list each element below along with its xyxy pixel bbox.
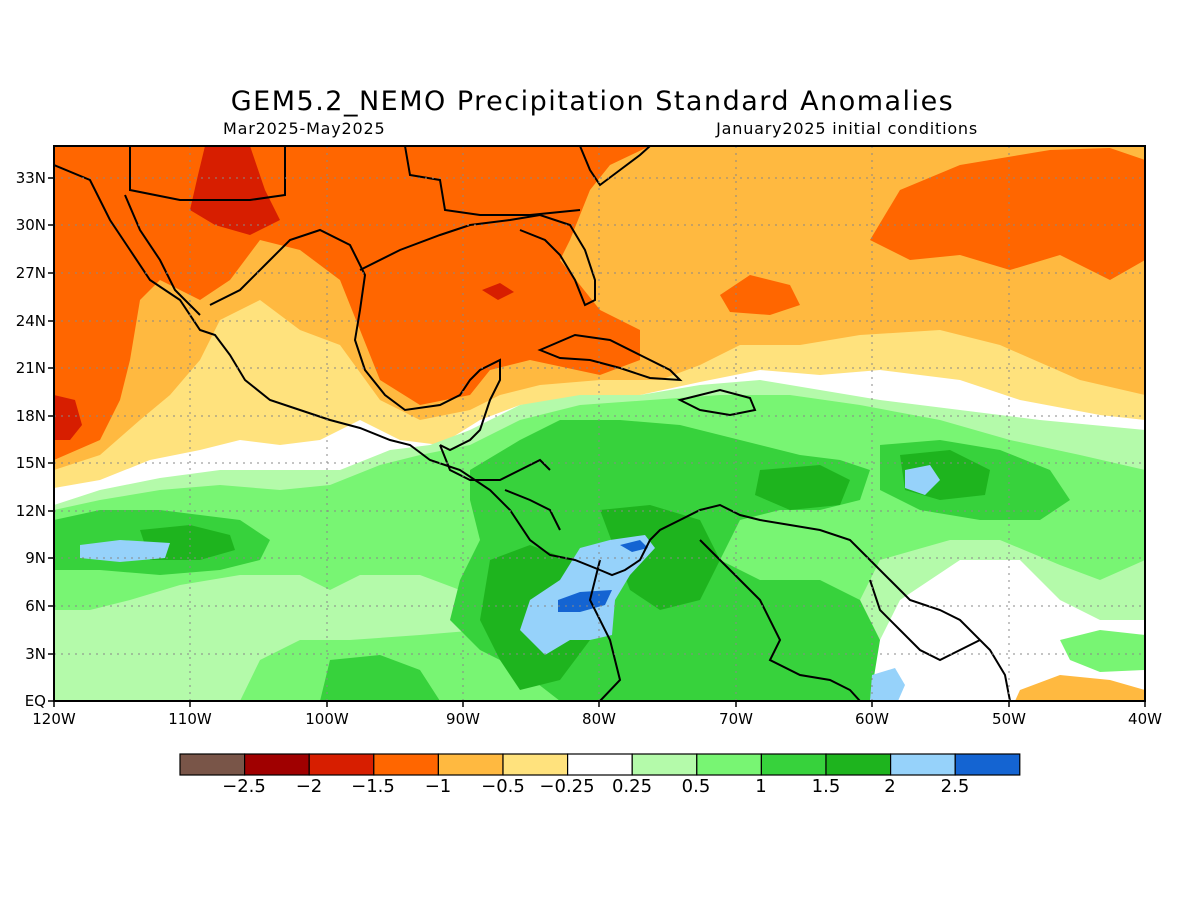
- lat-label: 15N: [15, 454, 46, 472]
- colorbar-swatch: [566, 753, 633, 776]
- lat-label: 30N: [15, 216, 46, 234]
- colorbar-label: −2.5: [222, 776, 266, 797]
- colorbar-swatch: [502, 753, 569, 776]
- lat-label: 18N: [15, 407, 46, 425]
- lon-label: 40W: [1128, 710, 1162, 728]
- colorbar-swatch: [437, 753, 504, 776]
- colorbar-label: 2: [884, 776, 896, 797]
- colorbar-label: −2: [295, 776, 323, 797]
- anomaly-blue-pacific: [80, 540, 170, 562]
- forecast-period: Mar2025-May2025: [223, 119, 386, 138]
- lat-label: 33N: [15, 169, 46, 187]
- grid-lines: [54, 146, 1145, 701]
- lon-label: 90W: [446, 710, 480, 728]
- lon-label: 110W: [168, 710, 212, 728]
- colorbar-label: 1.5: [811, 776, 841, 797]
- anomaly-south-verystrong2: [755, 465, 850, 510]
- anomaly-darkblue2: [620, 540, 648, 552]
- colorbar: [179, 753, 1021, 776]
- anomaly-north-verystrong2: [54, 395, 82, 440]
- colorbar-swatch: [631, 753, 698, 776]
- colorbar-label: 0.25: [611, 776, 653, 797]
- anomaly-north-verystrong: [190, 146, 280, 235]
- colorbar-swatch: [308, 753, 375, 776]
- colorbar-swatch: [373, 753, 439, 776]
- colorbar-swatch: [954, 753, 1021, 776]
- lon-label: 50W: [992, 710, 1026, 728]
- lat-label: 27N: [15, 264, 46, 282]
- lat-label: 12N: [15, 502, 46, 520]
- lon-label: 100W: [305, 710, 349, 728]
- anomaly-south-moderate-east: [1060, 630, 1145, 672]
- anomaly-orange-sea: [1015, 675, 1145, 701]
- lon-label: 120W: [32, 710, 76, 728]
- lon-label: 60W: [855, 710, 889, 728]
- anomaly-north-strong-east: [870, 148, 1145, 280]
- anomaly-south-verystrong5: [600, 505, 720, 610]
- anomaly-north-verystrong3: [482, 283, 514, 300]
- colorbar-swatch: [179, 753, 246, 776]
- initial-conditions-label: January2025 initial conditions: [716, 119, 978, 138]
- anomaly-blue-east: [905, 465, 940, 495]
- coastlines: [54, 146, 1011, 701]
- colorbar-label: 0.5: [681, 776, 711, 797]
- lat-label: 3N: [25, 645, 46, 663]
- lat-label: 9N: [25, 549, 46, 567]
- colorbar-swatch: [889, 753, 956, 776]
- lat-label: 6N: [25, 597, 46, 615]
- colorbar-label: −1.5: [351, 776, 395, 797]
- lat-label: EQ: [24, 692, 46, 710]
- colorbar-label: 2.5: [940, 776, 970, 797]
- anomaly-blue-south: [870, 668, 905, 701]
- anomaly-north-strong-east2: [720, 275, 800, 315]
- axis-ticks: [48, 177, 1146, 707]
- colorbar-label: −0.5: [481, 776, 525, 797]
- anomaly-field: [54, 146, 1145, 701]
- colorbar-swatch: [244, 753, 310, 776]
- colorbar-label: −0.25: [539, 776, 595, 797]
- colorbar-label: −1: [424, 776, 452, 797]
- lat-label: 21N: [15, 359, 46, 377]
- lat-label: 24N: [15, 312, 46, 330]
- lon-label: 70W: [719, 710, 753, 728]
- lon-label: 80W: [582, 710, 616, 728]
- colorbar-swatch: [696, 753, 762, 776]
- colorbar-swatch: [760, 753, 827, 776]
- anomaly-south-strong-south: [320, 655, 440, 701]
- colorbar-swatch: [825, 753, 892, 776]
- map-title: GEM5.2_NEMO Precipitation Standard Anoma…: [230, 86, 955, 117]
- colorbar-label: 1: [755, 776, 767, 797]
